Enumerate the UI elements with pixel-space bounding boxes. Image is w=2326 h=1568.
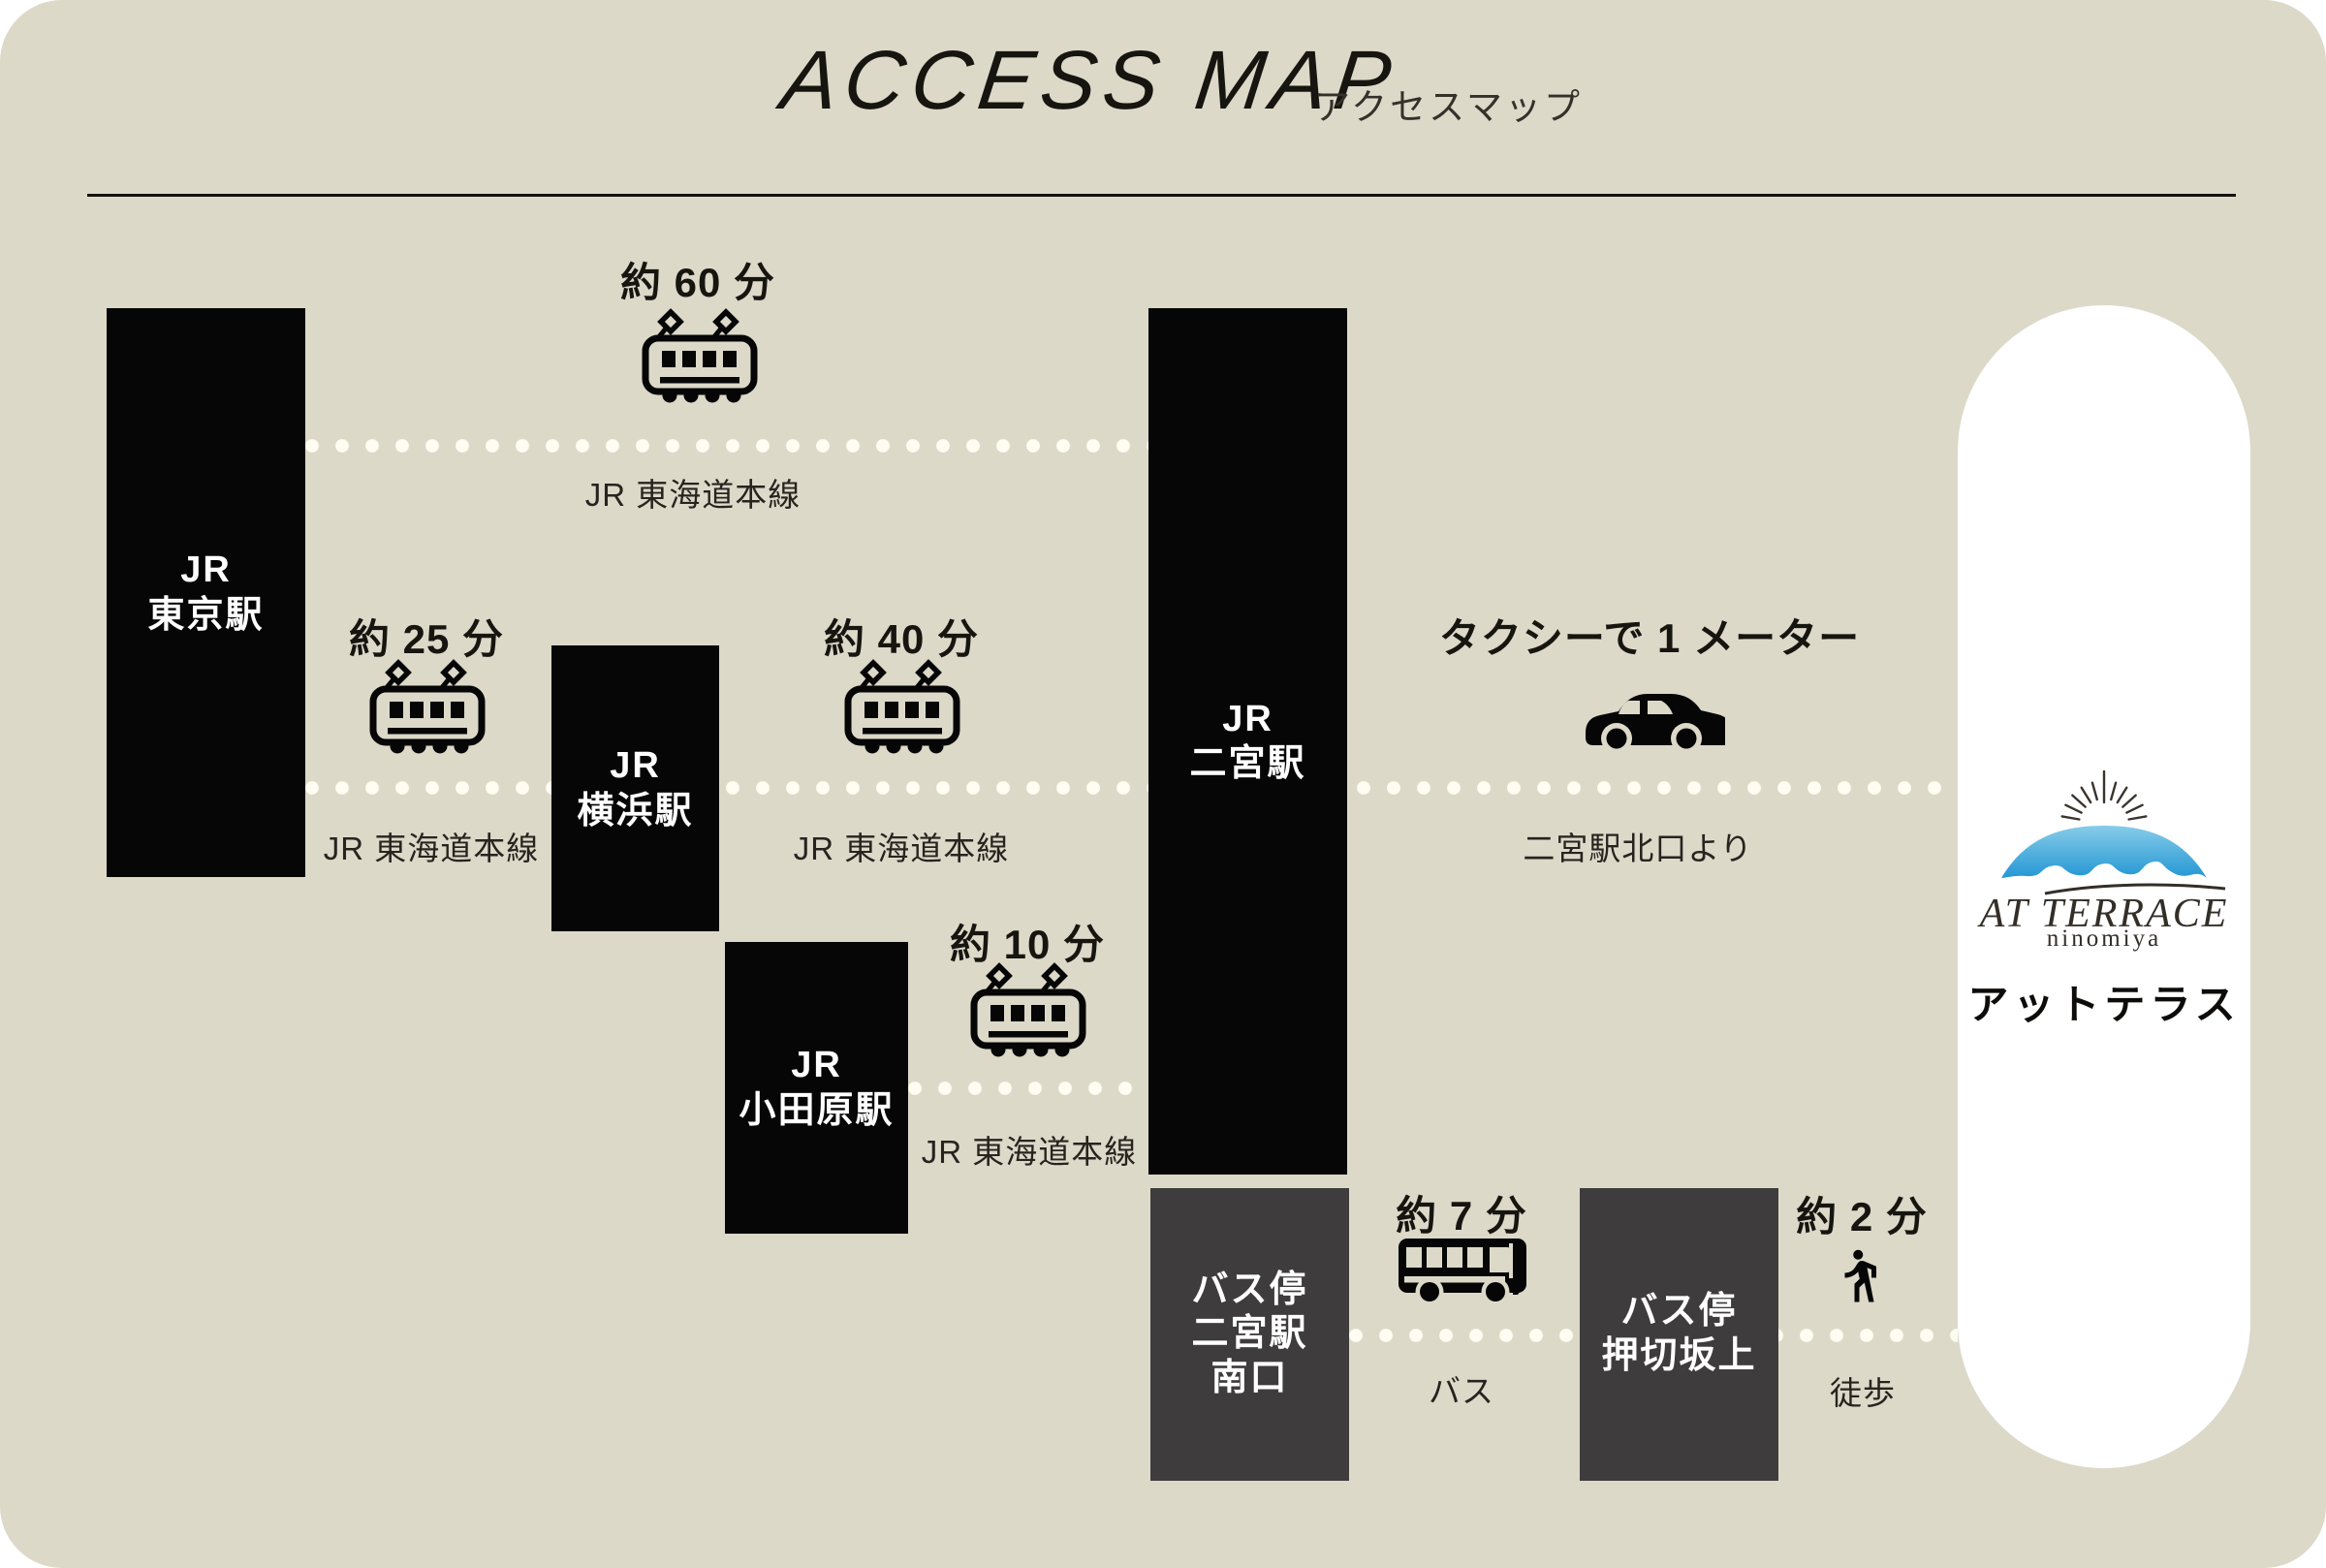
taxi-car-icon (1586, 694, 1725, 754)
duration-label: 約 7 分 (1396, 1193, 1527, 1239)
train-icon (642, 308, 758, 403)
station-box-tokyo: JR 東京駅 (107, 308, 305, 877)
route-label: JR 東海道本線 (584, 477, 802, 513)
route-label: JR 東海道本線 (323, 831, 540, 866)
duration-label: 約 10 分 (949, 922, 1106, 967)
bus-stop-label: 南口 (1210, 1357, 1289, 1398)
station-label: 二宮駅 (1189, 743, 1306, 784)
duration-label: タクシーで 1 メーター (1438, 615, 1861, 661)
duration-label: 約 25 分 (348, 616, 505, 662)
station-label: JR (180, 549, 232, 591)
duration-label: 約 60 分 (619, 260, 776, 305)
bus-stop-label: 押切坂上 (1601, 1335, 1757, 1376)
sun-rays-icon (2060, 769, 2148, 821)
logo-main-text: AT TERRACE (1977, 892, 2228, 936)
station-label: JR (791, 1045, 842, 1086)
station-label: JR (610, 745, 661, 787)
station-label: 横浜駅 (577, 790, 694, 831)
route-line-odawara-ninomiya (908, 1082, 1148, 1095)
station-label: JR (1222, 698, 1273, 739)
bus-icon (1399, 1239, 1526, 1306)
page-title: ACCESS MAP (776, 34, 1403, 127)
station-box-odawara: JR 小田原駅 (725, 942, 908, 1234)
page-title-japanese: アクセスマップ (1314, 88, 1584, 128)
route-label: JR 東海道本線 (793, 831, 1010, 866)
train-icon (369, 659, 486, 754)
train-icon (970, 962, 1086, 1057)
route-label: JR 東海道本線 (921, 1134, 1138, 1170)
station-box-ninomiya: JR 二宮駅 (1148, 308, 1347, 1175)
bus-stop-box-ninomiya-south: バス停 二宮駅 南口 (1150, 1188, 1349, 1481)
route-label: 徒歩 (1830, 1375, 1896, 1411)
bus-stop-label: 二宮駅 (1191, 1313, 1308, 1355)
destination-name: アットテラス (1967, 982, 2241, 1027)
bus-stop-box-oshikirizakaue: バス停 押切坂上 (1580, 1188, 1778, 1481)
train-icon (844, 659, 960, 754)
bus-stop-label: バス停 (1191, 1269, 1308, 1310)
duration-label: 約 2 分 (1796, 1194, 1928, 1239)
route-line-tokyo-ninomiya (305, 439, 1148, 453)
title-divider (87, 194, 2236, 197)
route-label: 二宮駅北口より (1523, 831, 1753, 866)
duration-label: 約 40 分 (823, 616, 980, 662)
bus-stop-label: バス停 (1620, 1291, 1738, 1333)
station-label: 東京駅 (147, 594, 265, 636)
wave-logo-icon (2001, 826, 2207, 878)
route-label: バス (1429, 1373, 1494, 1409)
logo-sub-text: ninomiya (2046, 925, 2162, 952)
walking-person-icon (1844, 1249, 1876, 1302)
station-label: 小田原駅 (739, 1089, 895, 1131)
station-box-yokohama: JR 横浜駅 (551, 645, 719, 931)
logo-wordmark: AT TERRACE (1977, 883, 2228, 936)
